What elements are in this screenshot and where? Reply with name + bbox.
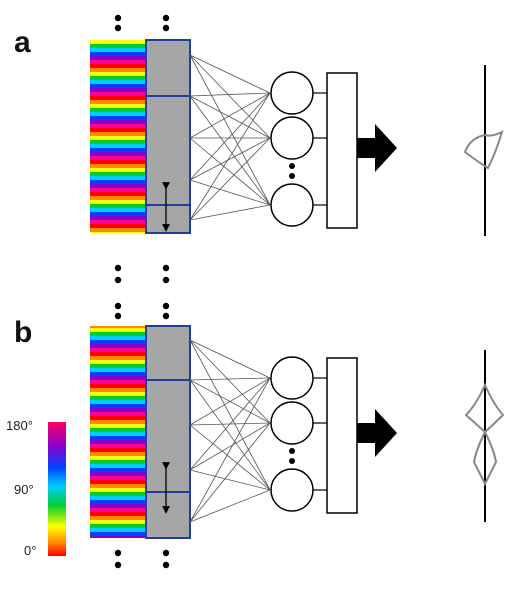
vertical-ellipsis-icon [162, 302, 170, 320]
panel-a: a [14, 14, 504, 284]
vertical-ellipsis-icon [162, 549, 170, 569]
connection-lines [189, 54, 271, 221]
vertical-ellipsis-icon [289, 448, 295, 464]
colorbar-gradient [48, 422, 66, 556]
receptive-field-block [145, 325, 191, 539]
vertical-ellipsis-icon [114, 549, 122, 569]
colorbar-bottom-label: 0° [24, 543, 36, 558]
neuron-node [270, 356, 314, 400]
vertical-ellipsis-icon [114, 14, 122, 32]
vertical-ellipsis-icon [162, 264, 170, 284]
neuron-node [270, 116, 314, 160]
panel-label-a: a [14, 26, 31, 59]
colorbar-top-label: 180° [6, 418, 33, 433]
panel-b: b [14, 302, 505, 569]
orientation-stripes [90, 326, 146, 538]
neuron-node [270, 183, 314, 227]
orientation-stripes [90, 40, 146, 233]
right-arrow-icon [357, 124, 397, 172]
panel-label-b: b [14, 316, 32, 349]
neuron-node [270, 401, 314, 445]
vertical-ellipsis-icon [114, 264, 122, 284]
vertical-ellipsis-icon [289, 163, 295, 179]
readout-box [326, 72, 358, 229]
tuning-profile-double [464, 350, 505, 522]
tuning-profile-single [463, 65, 504, 236]
orientation-colorbar: 180° 90° 0° [6, 418, 66, 558]
neuron-node [270, 71, 314, 115]
right-arrow-icon [357, 409, 397, 457]
connection-lines [189, 339, 271, 523]
readout-box [326, 357, 358, 514]
vertical-ellipsis-icon [114, 302, 122, 320]
vertical-ellipsis-icon [162, 14, 170, 32]
neuron-node [270, 468, 314, 512]
colorbar-mid-label: 90° [14, 482, 34, 497]
